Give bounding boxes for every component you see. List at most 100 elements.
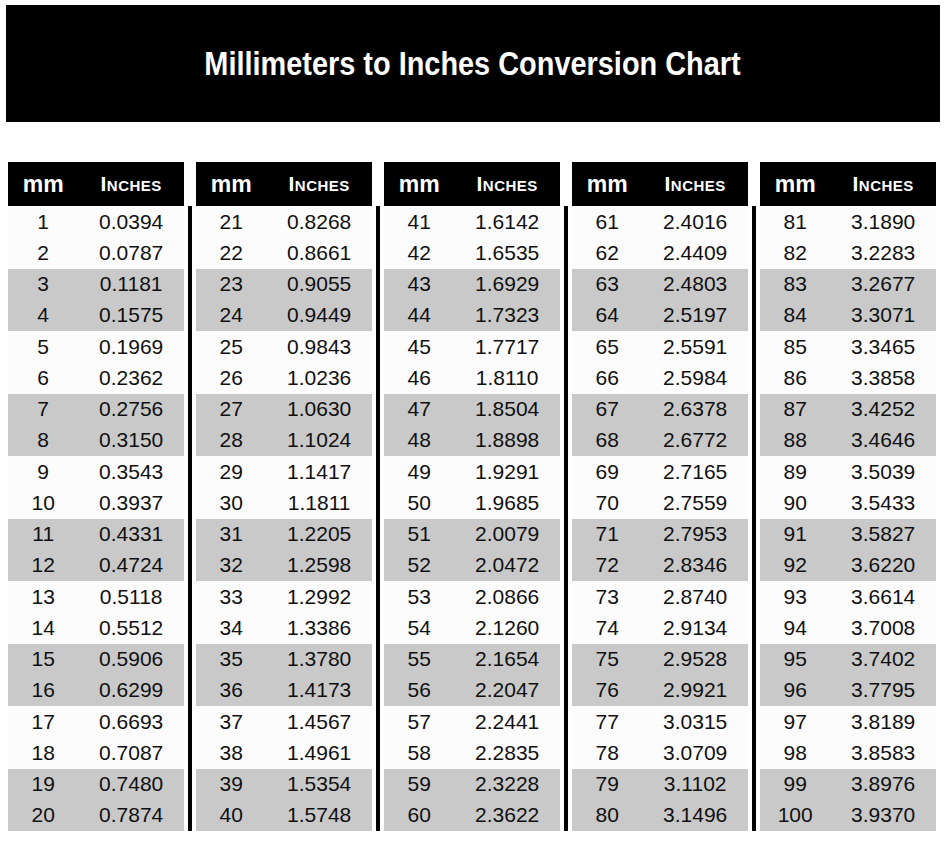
table-row: 20.0787 bbox=[8, 237, 184, 268]
row-inches-value: 1.5354 bbox=[266, 772, 372, 796]
table-row: 170.6693 bbox=[8, 706, 184, 737]
row-mm-value: 92 bbox=[760, 553, 830, 577]
table-row: 903.5433 bbox=[760, 487, 936, 518]
row-inches-value: 2.8346 bbox=[642, 553, 748, 577]
row-inches-value: 2.7953 bbox=[642, 522, 748, 546]
row-inches-value: 1.5748 bbox=[266, 803, 372, 827]
row-mm-value: 74 bbox=[572, 616, 642, 640]
table-row: 160.6299 bbox=[8, 675, 184, 706]
row-mm-value: 19 bbox=[8, 772, 78, 796]
row-inches-value: 3.6220 bbox=[830, 553, 936, 577]
row-mm-value: 79 bbox=[572, 772, 642, 796]
table-row: 271.0630 bbox=[196, 394, 372, 425]
row-inches-value: 3.8189 bbox=[830, 710, 936, 734]
table-row: 30.1181 bbox=[8, 269, 184, 300]
table-row: 351.3780 bbox=[196, 644, 372, 675]
row-inches-value: 1.2598 bbox=[266, 553, 372, 577]
row-mm-value: 4 bbox=[8, 303, 78, 327]
conversion-table: mmInches210.8268220.8661230.9055240.9449… bbox=[196, 162, 372, 831]
row-inches-value: 2.4409 bbox=[642, 241, 748, 265]
row-mm-value: 57 bbox=[384, 710, 454, 734]
row-inches-value: 1.6142 bbox=[454, 210, 560, 234]
row-inches-value: 3.8976 bbox=[830, 772, 936, 796]
table-row: 913.5827 bbox=[760, 519, 936, 550]
row-inches-value: 2.4016 bbox=[642, 210, 748, 234]
row-inches-value: 3.5433 bbox=[830, 491, 936, 515]
conversion-table: mmInches813.1890823.2283833.2677843.3071… bbox=[760, 162, 936, 831]
table-row: 110.4331 bbox=[8, 519, 184, 550]
row-inches-value: 2.0472 bbox=[454, 553, 560, 577]
row-mm-value: 98 bbox=[760, 741, 830, 765]
table-row: 341.3386 bbox=[196, 612, 372, 643]
header-mm-label: mm bbox=[8, 171, 78, 198]
table-row: 130.5118 bbox=[8, 581, 184, 612]
table-row: 612.4016 bbox=[572, 206, 748, 237]
table-row: 230.9055 bbox=[196, 269, 372, 300]
conversion-table: mmInches411.6142421.6535431.6929441.7323… bbox=[384, 162, 560, 831]
row-mm-value: 17 bbox=[8, 710, 78, 734]
page: { "page": { "title": "Millimeters to Inc… bbox=[0, 0, 946, 844]
row-inches-value: 2.1260 bbox=[454, 616, 560, 640]
table-row: 311.2205 bbox=[196, 519, 372, 550]
row-mm-value: 59 bbox=[384, 772, 454, 796]
row-inches-value: 2.6378 bbox=[642, 397, 748, 421]
table-row: 70.2756 bbox=[8, 394, 184, 425]
table-row: 431.6929 bbox=[384, 269, 560, 300]
row-mm-value: 53 bbox=[384, 585, 454, 609]
table-row: 1003.9370 bbox=[760, 800, 936, 831]
row-mm-value: 15 bbox=[8, 647, 78, 671]
row-mm-value: 7 bbox=[8, 397, 78, 421]
row-inches-value: 2.0079 bbox=[454, 522, 560, 546]
row-inches-value: 2.4803 bbox=[642, 272, 748, 296]
row-inches-value: 2.8740 bbox=[642, 585, 748, 609]
row-mm-value: 93 bbox=[760, 585, 830, 609]
table-row: 572.2441 bbox=[384, 706, 560, 737]
table-row: 893.5039 bbox=[760, 456, 936, 487]
row-inches-value: 0.1969 bbox=[78, 335, 184, 359]
row-mm-value: 83 bbox=[760, 272, 830, 296]
table-row: 752.9528 bbox=[572, 644, 748, 675]
row-inches-value: 1.9291 bbox=[454, 460, 560, 484]
row-inches-value: 1.0630 bbox=[266, 397, 372, 421]
row-mm-value: 58 bbox=[384, 741, 454, 765]
table-row: 100.3937 bbox=[8, 487, 184, 518]
row-inches-value: 2.7165 bbox=[642, 460, 748, 484]
row-inches-value: 1.0236 bbox=[266, 366, 372, 390]
row-inches-value: 3.7008 bbox=[830, 616, 936, 640]
row-mm-value: 67 bbox=[572, 397, 642, 421]
header-inches-label: Inches bbox=[830, 172, 936, 196]
row-inches-value: 2.3622 bbox=[454, 803, 560, 827]
row-inches-value: 0.4331 bbox=[78, 522, 184, 546]
row-mm-value: 49 bbox=[384, 460, 454, 484]
row-mm-value: 63 bbox=[572, 272, 642, 296]
row-mm-value: 71 bbox=[572, 522, 642, 546]
table-row: 331.2992 bbox=[196, 581, 372, 612]
table-row: 250.9843 bbox=[196, 331, 372, 362]
row-mm-value: 81 bbox=[760, 210, 830, 234]
table-row: 240.9449 bbox=[196, 300, 372, 331]
row-inches-value: 1.7323 bbox=[454, 303, 560, 327]
header-mm-label: mm bbox=[760, 171, 830, 198]
table-row: 200.7874 bbox=[8, 800, 184, 831]
table-divider bbox=[376, 206, 380, 831]
row-mm-value: 72 bbox=[572, 553, 642, 577]
table-row: 281.1024 bbox=[196, 425, 372, 456]
table-row: 732.8740 bbox=[572, 581, 748, 612]
row-inches-value: 1.1811 bbox=[266, 491, 372, 515]
header-inches-label: Inches bbox=[78, 172, 184, 196]
table-row: 803.1496 bbox=[572, 800, 748, 831]
table-row: 391.5354 bbox=[196, 769, 372, 800]
row-inches-value: 3.7795 bbox=[830, 678, 936, 702]
table-row: 562.2047 bbox=[384, 675, 560, 706]
page-title: Millimeters to Inches Conversion Chart bbox=[205, 44, 741, 83]
row-mm-value: 46 bbox=[384, 366, 454, 390]
table-divider bbox=[188, 206, 192, 831]
row-mm-value: 97 bbox=[760, 710, 830, 734]
table-row: 80.3150 bbox=[8, 425, 184, 456]
row-mm-value: 76 bbox=[572, 678, 642, 702]
row-inches-value: 1.1024 bbox=[266, 428, 372, 452]
row-inches-value: 0.6299 bbox=[78, 678, 184, 702]
row-inches-value: 0.9055 bbox=[266, 272, 372, 296]
row-inches-value: 2.9921 bbox=[642, 678, 748, 702]
row-inches-value: 1.8110 bbox=[454, 366, 560, 390]
